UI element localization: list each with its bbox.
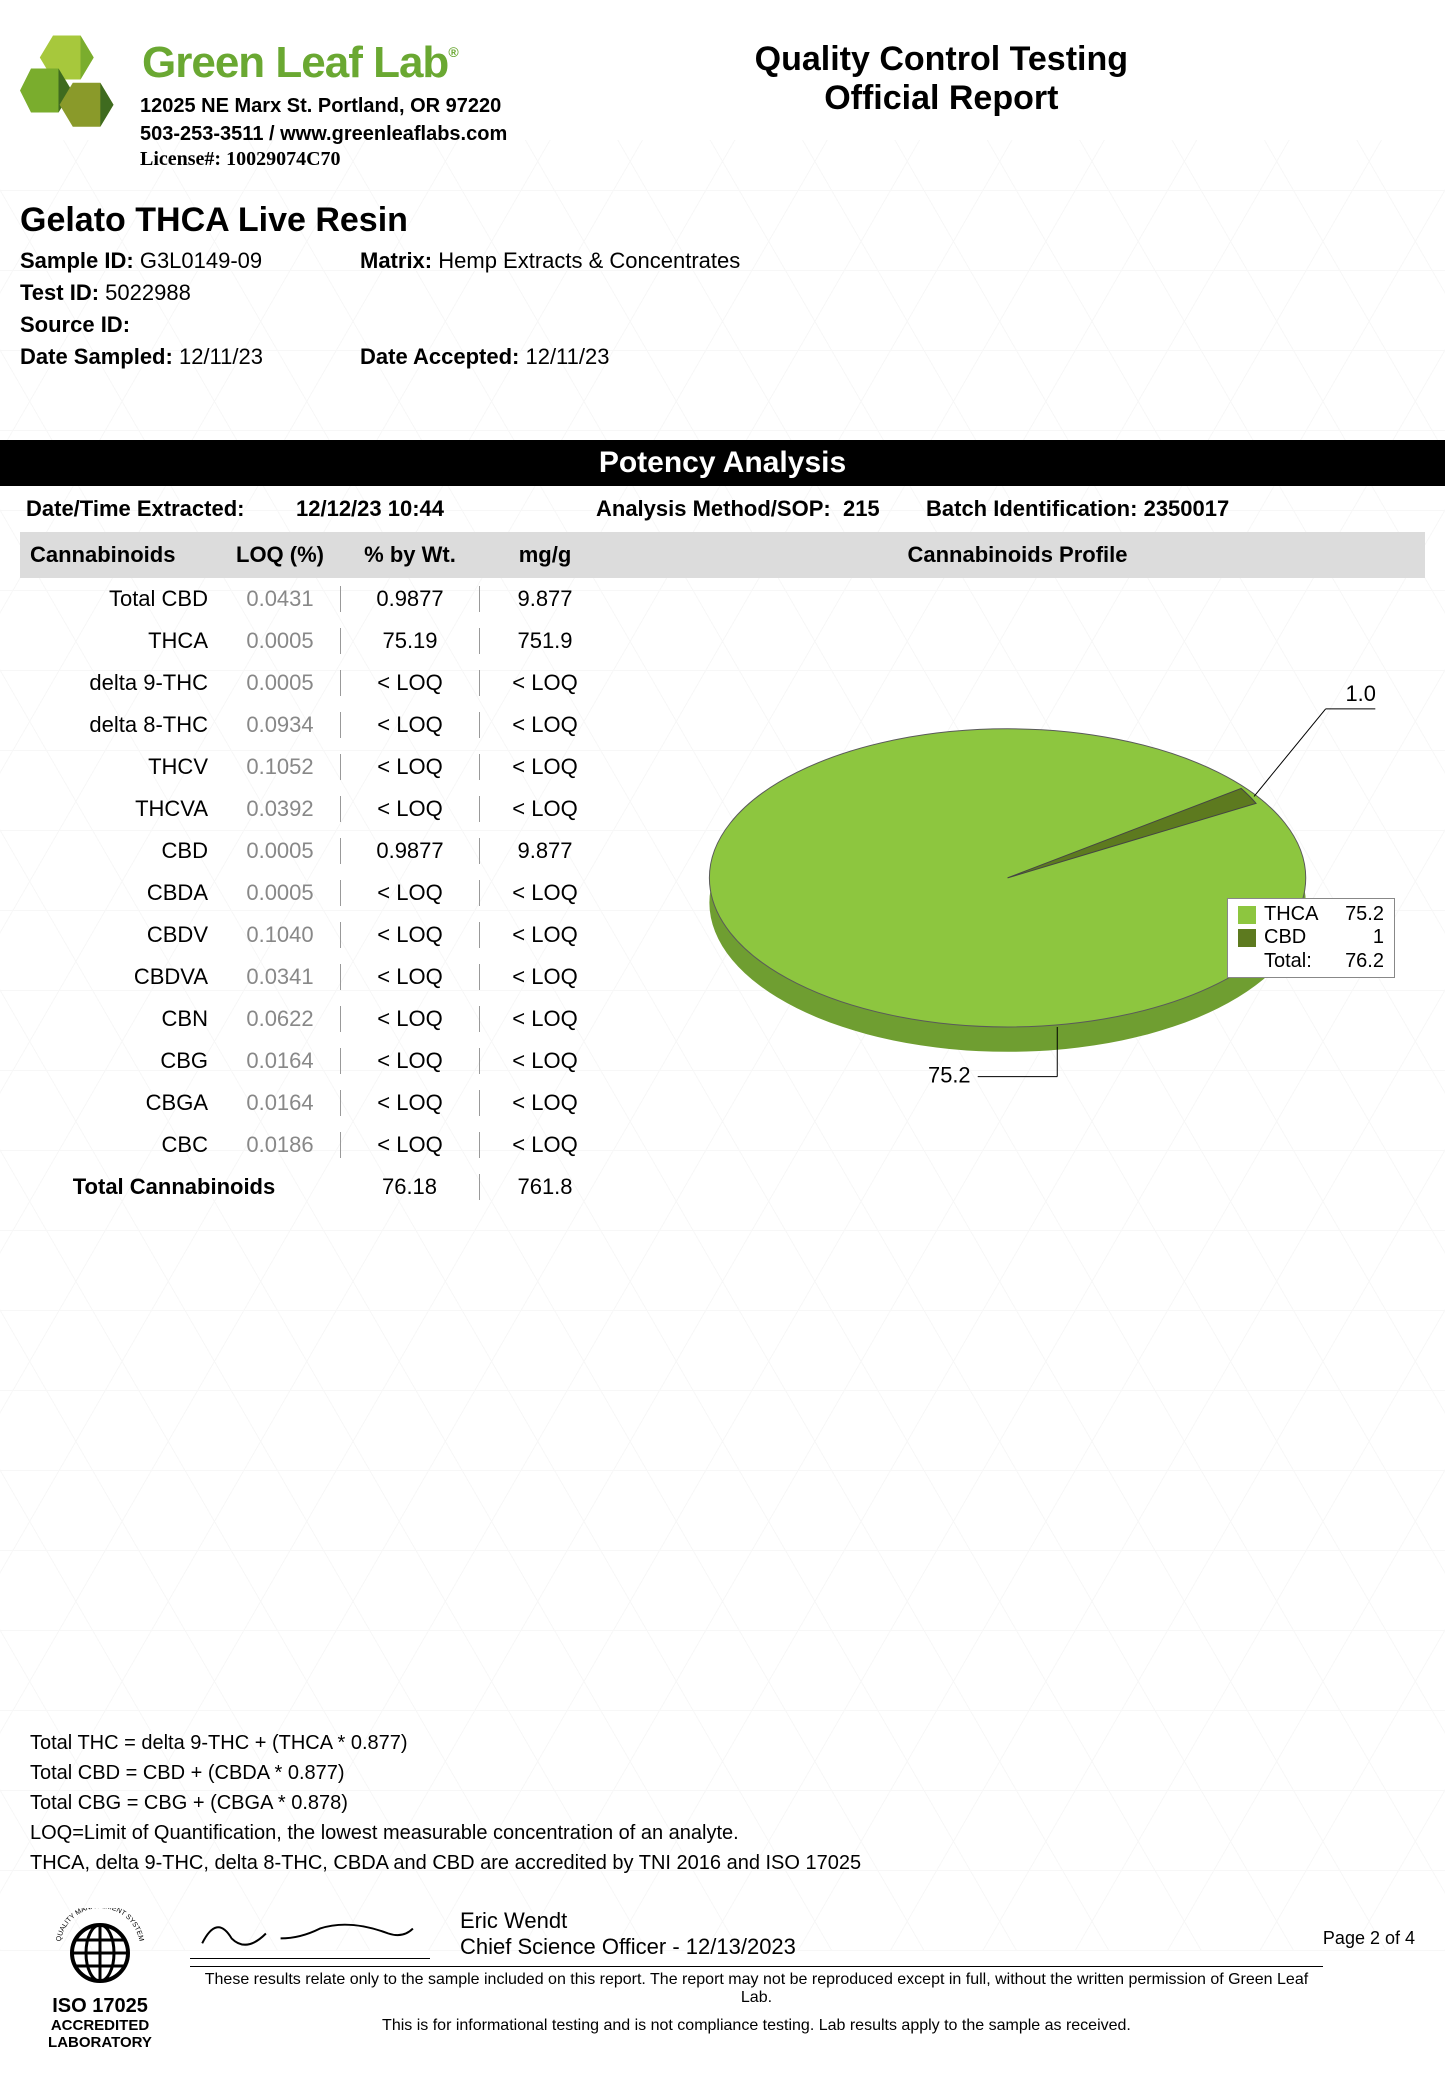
analysis-metadata: Date/Time Extracted: 12/12/23 10:44 Anal… xyxy=(20,486,1425,532)
table-row: CBG0.0164< LOQ< LOQ xyxy=(20,1040,610,1082)
disclaimer-2: This is for informational testing and is… xyxy=(190,2017,1323,2035)
table-row: CBDV0.1040< LOQ< LOQ xyxy=(20,914,610,956)
table-row: THCVA0.0392< LOQ< LOQ xyxy=(20,788,610,830)
table-row: CBDA0.0005< LOQ< LOQ xyxy=(20,872,610,914)
table-row: CBD0.00050.98779.877 xyxy=(20,830,610,872)
report-title: Quality Control Testing Official Report xyxy=(458,40,1425,118)
table-row: Total CBD0.04310.98779.877 xyxy=(20,578,610,620)
table-row: CBC0.0186< LOQ< LOQ xyxy=(20,1124,610,1166)
globe-icon: QUALITY MANAGEMENT SYSTEM xyxy=(50,1908,150,1988)
report-footer: QUALITY MANAGEMENT SYSTEM ISO 17025 ACCR… xyxy=(20,1908,1425,2071)
table-total-row: Total Cannabinoids 76.18 761.8 xyxy=(20,1166,610,1208)
table-row: THCV0.1052< LOQ< LOQ xyxy=(20,746,610,788)
sample-title: Gelato THCA Live Resin xyxy=(20,201,1425,240)
callout-cbd: 1.0 xyxy=(1345,681,1375,706)
greenleaf-logo-icon xyxy=(20,30,130,140)
table-row: CBDVA0.0341< LOQ< LOQ xyxy=(20,956,610,998)
section-bar-potency: Potency Analysis xyxy=(0,440,1445,486)
footnotes: Total THC = delta 9-THC + (THCA * 0.877)… xyxy=(20,1728,1425,1878)
table-row: delta 9-THC0.0005< LOQ< LOQ xyxy=(20,662,610,704)
table-row: CBN0.0622< LOQ< LOQ xyxy=(20,998,610,1040)
sample-metadata: Sample ID: G3L0149-09 Matrix: Hemp Extra… xyxy=(20,248,1425,370)
signature-icon xyxy=(190,1909,430,1959)
pie-chart-icon: 75.2 1.0 xyxy=(610,578,1425,1138)
table-row: delta 8-THC0.0934< LOQ< LOQ xyxy=(20,704,610,746)
signer-info: Eric Wendt Chief Science Officer - 12/13… xyxy=(460,1908,796,1960)
callout-thca: 75.2 xyxy=(928,1063,971,1088)
iso-accreditation-badge: QUALITY MANAGEMENT SYSTEM ISO 17025 ACCR… xyxy=(30,1908,170,2051)
table-row: THCA0.000575.19751.9 xyxy=(20,620,610,662)
chart-legend: THCA 75.2 CBD 1 Total: 76.2 xyxy=(1227,898,1395,978)
cannabinoids-table: Cannabinoids LOQ (%) % by Wt. mg/g Total… xyxy=(20,532,610,1208)
brand-name: Green Leaf Lab® xyxy=(142,38,458,88)
cannabinoids-profile-chart: Cannabinoids Profile 75.2 1.0 xyxy=(610,532,1425,1208)
page-number: Page 2 of 4 xyxy=(1323,1908,1415,1949)
table-header: Cannabinoids LOQ (%) % by Wt. mg/g xyxy=(20,532,610,578)
disclaimer-1: These results relate only to the sample … xyxy=(190,1966,1323,2007)
table-row: CBGA0.0164< LOQ< LOQ xyxy=(20,1082,610,1124)
